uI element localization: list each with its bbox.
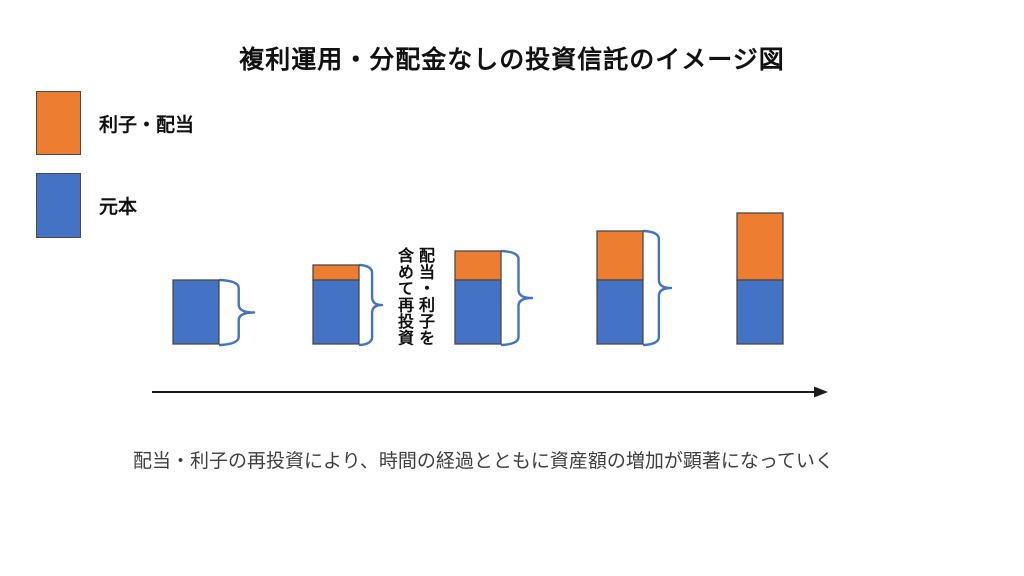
reinvest-brace-4 [642, 229, 673, 347]
interest-color-swatch [36, 91, 81, 155]
caption-text: 配当・利子の再投資により、時間の経過とともに資産額の増加が顕著になっていく [133, 451, 834, 472]
reinvest-brace-2 [358, 263, 384, 347]
legend-item-interest: 利子・配当 [36, 91, 194, 155]
bar-2-interest-segment [312, 264, 360, 281]
reinvest-brace-3 [500, 249, 534, 347]
legend-item-principal: 元本 [36, 173, 137, 238]
reinvest-brace-1 [218, 278, 256, 347]
bar-3-interest-segment [454, 250, 502, 281]
diagram-title: 複利運用・分配金なしの投資信託のイメージ図 [239, 46, 785, 74]
bar-3-principal-segment [454, 279, 502, 345]
legend-label-interest: 利子・配当 [99, 114, 195, 136]
reinvest-annotation: 配当・利子を含めて再投資 [395, 247, 433, 346]
bar-1-principal-segment [172, 279, 220, 345]
legend-label-principal: 元本 [99, 197, 138, 218]
bar-4-interest-segment [596, 230, 644, 281]
time-axis-arrowhead-icon [814, 386, 828, 398]
bar-4-principal-segment [596, 279, 644, 345]
bar-2-principal-segment [312, 279, 360, 345]
bar-5-interest-segment [736, 212, 784, 281]
bar-5-principal-segment [736, 279, 784, 345]
principal-color-swatch [36, 173, 81, 238]
